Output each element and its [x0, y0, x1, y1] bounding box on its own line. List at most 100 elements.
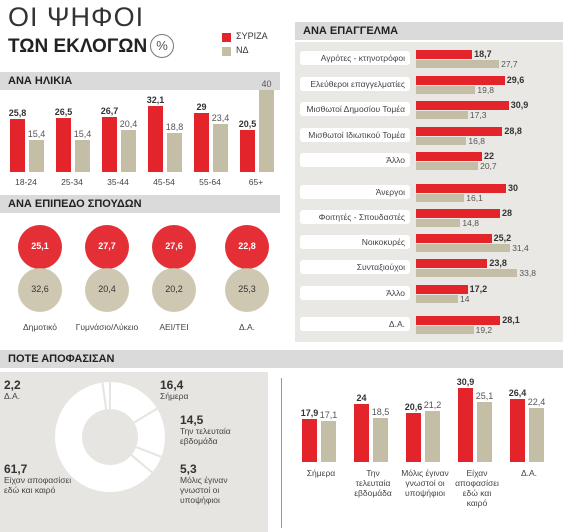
category-label: Νοικοκυρές: [300, 235, 410, 249]
bar: [529, 408, 544, 462]
legend-swatch: [222, 33, 231, 42]
value-label: 16,1: [466, 193, 483, 203]
bar: [416, 234, 492, 243]
bar: [121, 130, 136, 172]
bar: [510, 398, 525, 462]
bar: [167, 133, 182, 172]
category-label: Δ.Α.: [300, 317, 410, 331]
value-label: 18,7: [474, 49, 492, 59]
x-tick-label: Σήμερα: [306, 468, 336, 478]
value-label: 22,4: [527, 397, 546, 408]
category-label: Είχαν αποφασίσει εδώ και καιρό: [4, 475, 72, 495]
value-label: 20,4: [119, 119, 138, 130]
value-label: 29: [196, 101, 207, 112]
value-label: 24: [356, 393, 367, 404]
x-tick-label: Την τελευταία εβδομάδα: [354, 468, 392, 498]
panel-divider: [281, 378, 282, 528]
bar: [416, 127, 503, 136]
value-label: 27,7: [98, 241, 116, 251]
category-label: Άλλο: [300, 286, 410, 300]
value-label: 20,6: [404, 401, 423, 412]
bar: [416, 184, 506, 193]
category-label: Μισθωτοί Ιδιωτικού Τομέα: [300, 128, 410, 142]
value-label: 18,5: [371, 406, 390, 417]
category-label: Ελεύθεροι επαγγελματίες: [300, 77, 410, 91]
bar: [194, 112, 209, 172]
bar: [416, 101, 509, 110]
value-label: 25,2: [493, 233, 512, 243]
bar: [75, 140, 90, 172]
value-label: 14,8: [462, 218, 479, 228]
value-label: 26,7: [100, 106, 119, 117]
value-label: 18,8: [165, 122, 184, 133]
value-label: 26,5: [54, 106, 73, 117]
value-label: 28,1: [502, 315, 520, 325]
value-label: 21,2: [423, 400, 442, 411]
section-header: ΠΟΤΕ ΑΠΟΦΑΣΙΣΑΝ: [0, 350, 563, 368]
value-label: 28,8: [504, 126, 522, 136]
value-label: 16,8: [468, 136, 485, 146]
bar: [416, 244, 511, 252]
bar: [213, 124, 228, 172]
value-label: 30,9: [510, 100, 529, 110]
value-label: 20,7: [480, 161, 497, 171]
bar: [416, 152, 482, 161]
value-label: 14,5: [180, 413, 204, 427]
value-label: 31,4: [512, 243, 529, 253]
bar: [416, 269, 518, 277]
value-label: 33,8: [519, 268, 536, 278]
bubble: [225, 225, 269, 269]
category-label: Άλλο: [300, 153, 410, 167]
value-label: 20,4: [98, 284, 116, 294]
bar: [56, 117, 71, 172]
value-label: 14: [460, 294, 470, 304]
bar: [416, 285, 468, 294]
value-label: 22: [484, 151, 495, 161]
value-label: 17,1: [319, 409, 338, 420]
bar: [354, 404, 369, 462]
value-label: 29,6: [506, 75, 525, 85]
bar: [259, 90, 274, 172]
bar: [416, 316, 501, 325]
bar: [29, 140, 44, 172]
bar: [416, 162, 479, 170]
value-label: 16,4: [160, 378, 184, 392]
bar: [425, 411, 440, 462]
bar: [416, 86, 476, 94]
legend-swatch: [222, 47, 231, 56]
value-label: 25,3: [238, 284, 256, 294]
value-label: 27,6: [165, 241, 183, 251]
value-label: 40: [261, 79, 272, 89]
value-label: 25,8: [8, 108, 27, 119]
x-tick-label: 55-64: [199, 177, 221, 187]
unit-badge: %: [150, 34, 174, 58]
section-header: ΑΝΑ ΕΠΑΓΓΕΛΜΑ: [295, 22, 563, 40]
value-label: 17,9: [300, 408, 319, 419]
x-tick-label: Δημοτικό: [22, 322, 58, 332]
bar: [416, 259, 488, 268]
bar: [416, 295, 458, 303]
bar: [373, 417, 388, 462]
bar: [416, 111, 468, 119]
x-tick-label: Είχαν αποφασίσει εδώ και καιρό: [455, 468, 499, 508]
bubble: [152, 268, 196, 312]
value-label: 15,4: [73, 129, 92, 140]
bar: [416, 76, 505, 85]
value-label: 25,1: [475, 390, 494, 401]
value-label: 19,8: [477, 85, 494, 95]
bubble: [85, 225, 129, 269]
x-tick-label: 65+: [248, 177, 264, 187]
bar: [416, 60, 500, 68]
value-label: 23,8: [489, 258, 507, 268]
x-tick-label: Γυμνάσιο/Λύκειο: [75, 322, 139, 332]
x-tick-label: ΑΕΙ/ΤΕΙ: [159, 322, 189, 332]
value-label: 30: [508, 183, 519, 193]
section-header: ΑΝΑ ΕΠΙΠΕΔΟ ΣΠΟΥΔΩΝ: [0, 195, 280, 213]
bar: [148, 106, 163, 172]
bubble: [85, 268, 129, 312]
category-label: Μόλις έγιναν γνωστοί οι υποψήφιοι: [180, 475, 228, 505]
category-label: Αγρότες - κτηνοτρόφοι: [300, 51, 410, 65]
bar: [416, 209, 500, 218]
